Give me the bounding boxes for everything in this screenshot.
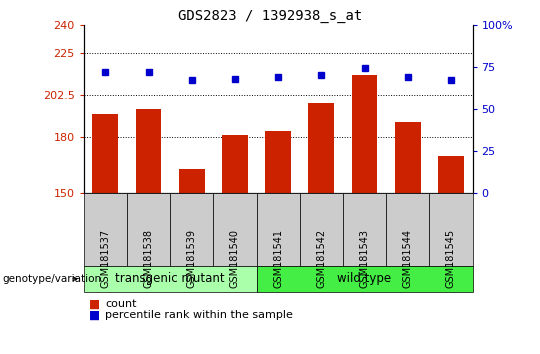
Bar (308, 103, 334, 193)
Bar (179, 169, 205, 193)
Text: count: count (105, 299, 137, 309)
Bar (352, 75, 377, 193)
Bar (136, 109, 161, 193)
Bar (265, 131, 291, 193)
Text: ■: ■ (89, 298, 100, 311)
Text: GSM181545: GSM181545 (446, 229, 456, 289)
Text: GDS2823 / 1392938_s_at: GDS2823 / 1392938_s_at (178, 9, 362, 23)
Text: GSM181539: GSM181539 (187, 229, 197, 288)
Text: GSM181538: GSM181538 (144, 229, 153, 288)
Text: GSM181540: GSM181540 (230, 229, 240, 288)
Text: GSM181542: GSM181542 (316, 229, 326, 289)
Text: GSM181537: GSM181537 (100, 229, 110, 289)
Text: percentile rank within the sample: percentile rank within the sample (105, 310, 293, 320)
Bar (222, 135, 248, 193)
Text: genotype/variation: genotype/variation (3, 274, 102, 284)
Text: GSM181541: GSM181541 (273, 229, 283, 288)
Text: ■: ■ (89, 309, 100, 321)
Text: wild type: wild type (338, 272, 392, 285)
Bar (395, 122, 421, 193)
Text: GSM181544: GSM181544 (403, 229, 413, 288)
Text: GSM181543: GSM181543 (360, 229, 369, 288)
Text: transgenic mutant: transgenic mutant (115, 272, 225, 285)
Bar (92, 114, 118, 193)
Bar (438, 155, 464, 193)
